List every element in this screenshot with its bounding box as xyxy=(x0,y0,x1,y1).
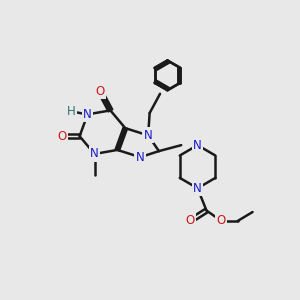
Text: N: N xyxy=(193,182,202,195)
Text: N: N xyxy=(90,148,99,160)
Text: O: O xyxy=(95,85,105,98)
Text: N: N xyxy=(144,129,152,142)
Text: O: O xyxy=(217,214,226,227)
Text: H: H xyxy=(67,105,76,118)
Text: N: N xyxy=(193,139,202,152)
Text: O: O xyxy=(185,214,195,227)
Text: N: N xyxy=(83,108,92,121)
Text: N: N xyxy=(136,151,145,164)
Text: O: O xyxy=(57,130,66,143)
